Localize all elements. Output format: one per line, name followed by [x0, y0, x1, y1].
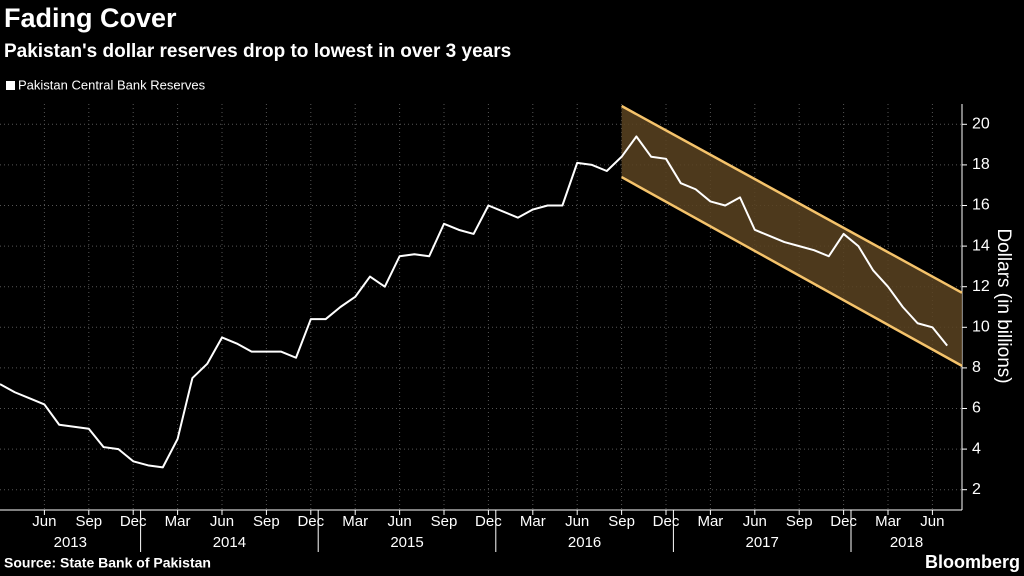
line: [0, 135, 948, 469]
y-tick-label: 4: [972, 440, 981, 457]
y-tick-label: 14: [972, 237, 990, 254]
y-tick-label: 10: [972, 319, 990, 336]
x-tick-label: Mar: [697, 513, 723, 530]
x-tick-label: Mar: [165, 513, 191, 530]
year-label: 2018: [890, 534, 923, 551]
brand: Bloomberg: [925, 552, 1020, 572]
x-tick-label: Jun: [210, 513, 234, 530]
x-tick-label: Jun: [920, 513, 944, 530]
year-label: 2015: [390, 534, 423, 551]
channel-line: [620, 175, 963, 367]
x-tick-label: Jun: [32, 513, 56, 530]
year-label: 2013: [54, 534, 87, 551]
y-tick-label: 12: [972, 278, 990, 295]
x-tick-label: Mar: [342, 513, 368, 530]
x-tick-label: Sep: [786, 513, 813, 530]
y-tick-label: 2: [972, 481, 981, 498]
x-tick-label: Jun: [565, 513, 589, 530]
channel-line: [620, 104, 963, 294]
y-tick-label: 20: [972, 116, 990, 133]
x-tick-label: Dec: [120, 513, 147, 530]
year-label: 2017: [746, 534, 779, 551]
x-tick-label: Sep: [608, 513, 635, 530]
x-tick-label: Dec: [297, 513, 324, 530]
x-tick-label: Sep: [75, 513, 102, 530]
x-tick-label: Sep: [253, 513, 280, 530]
chart-subtitle: Pakistan's dollar reserves drop to lowes…: [4, 41, 511, 62]
legend-swatch: [6, 81, 15, 90]
x-tick-label: Dec: [475, 513, 502, 530]
legend-label: Pakistan Central Bank Reserves: [18, 77, 206, 92]
x-tick-label: Sep: [431, 513, 458, 530]
chart-title: Fading Cover: [4, 3, 177, 33]
x-tick-label: Mar: [875, 513, 901, 530]
source: Source: State Bank of Pakistan: [4, 555, 211, 571]
y-tick-label: 6: [972, 400, 981, 417]
year-label: 2014: [213, 534, 246, 551]
y-tick-label: 8: [972, 359, 981, 376]
y-axis-label: Dollars (in billions): [993, 228, 1014, 383]
x-tick-label: Jun: [388, 513, 412, 530]
x-tick-label: Dec: [653, 513, 680, 530]
x-tick-label: Mar: [520, 513, 546, 530]
x-tick-label: Jun: [743, 513, 767, 530]
year-label: 2016: [568, 534, 601, 551]
channel-band: [621, 106, 962, 366]
y-tick-label: 16: [972, 197, 990, 214]
y-tick-label: 18: [972, 156, 990, 173]
x-tick-label: Dec: [830, 513, 857, 530]
